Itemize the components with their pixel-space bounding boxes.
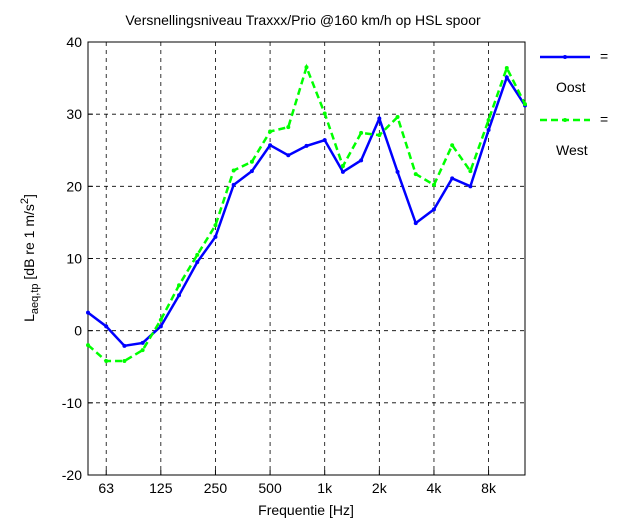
data-point xyxy=(122,343,127,348)
y-label-rest: [dB re 1 m/s xyxy=(21,204,37,283)
x-axis-label: Frequentie [Hz] xyxy=(258,502,354,518)
data-point xyxy=(431,182,436,187)
data-point xyxy=(122,358,127,363)
data-point xyxy=(523,102,527,107)
data-point xyxy=(377,133,382,138)
x-tick-label: 125 xyxy=(149,480,173,496)
data-point xyxy=(268,143,273,148)
data-point xyxy=(340,164,345,169)
data-point xyxy=(195,252,200,257)
data-point xyxy=(450,176,455,181)
y-tick-label: 30 xyxy=(66,106,82,122)
data-point xyxy=(322,138,327,143)
x-tick-label: 4k xyxy=(427,480,443,496)
y-axis-label: Laeq,tp [dB re 1 m/s2] xyxy=(19,194,41,322)
data-point xyxy=(213,234,218,239)
data-point xyxy=(340,169,345,174)
data-point xyxy=(395,169,400,174)
legend-marker xyxy=(563,55,567,59)
data-point xyxy=(158,317,163,322)
data-point xyxy=(377,116,382,121)
legend-marker xyxy=(563,118,567,122)
data-point xyxy=(468,184,473,189)
y-label-main: L xyxy=(21,314,37,322)
x-tick-label: 63 xyxy=(98,480,114,496)
data-point xyxy=(104,358,109,363)
x-tick-label: 8k xyxy=(481,480,497,496)
data-point xyxy=(231,168,236,173)
data-point xyxy=(158,324,163,329)
data-point xyxy=(177,293,182,298)
plot-frame xyxy=(87,41,526,476)
y-tick-label: -10 xyxy=(62,395,82,411)
data-point xyxy=(504,65,509,70)
x-tick-label: 500 xyxy=(258,480,282,496)
data-point xyxy=(86,343,90,348)
data-point xyxy=(486,128,491,133)
data-point xyxy=(249,159,254,164)
data-point xyxy=(359,130,364,135)
data-point xyxy=(286,153,291,158)
data-point xyxy=(249,169,254,174)
y-tick-label: -20 xyxy=(62,467,82,483)
data-point xyxy=(304,143,309,148)
data-point xyxy=(268,129,273,134)
y-label-end: ] xyxy=(21,194,37,198)
legend-separator: = xyxy=(600,111,608,127)
data-point xyxy=(286,125,291,130)
data-point xyxy=(468,169,473,174)
legend-separator: = xyxy=(600,48,608,64)
data-point xyxy=(395,115,400,120)
data-point xyxy=(450,143,455,148)
data-point xyxy=(104,324,109,329)
data-point xyxy=(140,340,145,345)
x-tick-label: 2k xyxy=(372,480,388,496)
y-label-sub: aeq,tp xyxy=(29,283,41,314)
data-point xyxy=(486,117,491,122)
x-tick-label: 1k xyxy=(317,480,333,496)
data-point xyxy=(504,75,509,80)
data-point xyxy=(195,260,200,265)
data-point xyxy=(413,221,418,226)
legend-label: Oost xyxy=(556,79,586,95)
data-point xyxy=(177,283,182,288)
chart-title: Versnellingsniveau Traxxx/Prio @160 km/h… xyxy=(125,12,481,28)
y-tick-label: 20 xyxy=(66,178,82,194)
y-tick-label: 40 xyxy=(66,34,82,50)
data-point xyxy=(213,223,218,228)
data-point xyxy=(140,348,145,353)
data-point xyxy=(304,65,309,70)
data-point xyxy=(431,207,436,212)
y-label-sup: 2 xyxy=(19,198,31,204)
data-point xyxy=(322,111,327,116)
data-point xyxy=(413,172,418,177)
data-point xyxy=(359,158,364,163)
y-tick-label: 10 xyxy=(66,251,82,267)
data-point xyxy=(86,310,90,315)
x-tick-label: 250 xyxy=(204,480,228,496)
y-tick-label: 0 xyxy=(74,323,82,339)
data-point xyxy=(231,182,236,187)
legend-label: West xyxy=(556,142,588,158)
